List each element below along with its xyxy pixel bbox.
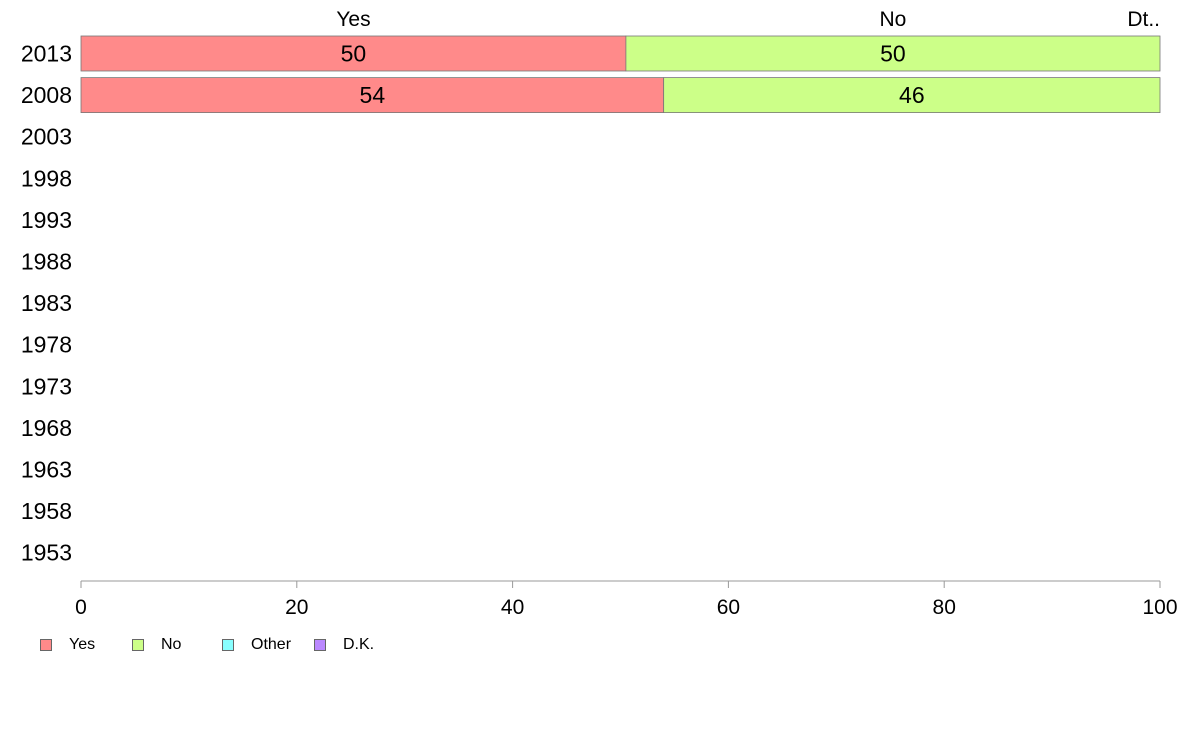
category-label-1998: 1998: [21, 165, 72, 191]
category-label-1988: 1988: [21, 249, 72, 275]
category-label-1963: 1963: [21, 457, 72, 483]
legend-swatch-dk: [314, 639, 326, 651]
category-label-2008: 2008: [21, 82, 72, 108]
legend-label-other: Other: [251, 636, 292, 653]
legend-label-no: No: [161, 636, 182, 653]
data-label-2013-yes: 50: [341, 41, 367, 67]
category-label-1973: 1973: [21, 373, 72, 399]
bar-2008-no: [663, 77, 1161, 113]
legend-swatch-yes: [40, 639, 52, 651]
top-label-2: Dt..: [1127, 8, 1160, 31]
data-label-2013-no: 50: [880, 41, 906, 67]
category-label-1978: 1978: [21, 332, 72, 358]
x-tick-label-40: 40: [501, 596, 524, 619]
x-tick-label-60: 60: [717, 596, 740, 619]
category-label-1968: 1968: [21, 415, 72, 441]
data-label-2008-yes: 54: [360, 82, 386, 108]
data-label-2008-no: 46: [899, 82, 925, 108]
bar-2013-yes: [80, 35, 627, 72]
x-tick-label-100: 100: [1142, 596, 1177, 619]
x-tick-label-80: 80: [933, 596, 956, 619]
top-label-1: No: [880, 8, 907, 31]
legend-item-other: Other: [222, 636, 314, 654]
legend-item-no: No: [132, 636, 222, 654]
bar-2008-yes: [80, 77, 665, 113]
legend-label-yes: Yes: [69, 636, 96, 653]
category-label-2003: 2003: [21, 124, 72, 150]
category-label-1958: 1958: [21, 498, 72, 524]
category-label-1983: 1983: [21, 290, 72, 316]
category-label-2013: 2013: [21, 41, 72, 67]
x-tick-label-20: 20: [285, 596, 308, 619]
x-tick-label-0: 0: [75, 596, 87, 619]
legend-item-dk: D.K.: [314, 636, 374, 654]
category-label-1993: 1993: [21, 207, 72, 233]
legend-swatch-other: [222, 639, 234, 651]
legend: Yes No Other D.K.: [40, 636, 374, 654]
legend-label-dk: D.K.: [343, 636, 375, 653]
category-label-1953: 1953: [21, 540, 72, 566]
bar-2013-no: [625, 35, 1161, 72]
legend-item-yes: Yes: [40, 636, 132, 654]
top-label-0: Yes: [336, 8, 370, 31]
legend-swatch-no: [132, 639, 144, 651]
